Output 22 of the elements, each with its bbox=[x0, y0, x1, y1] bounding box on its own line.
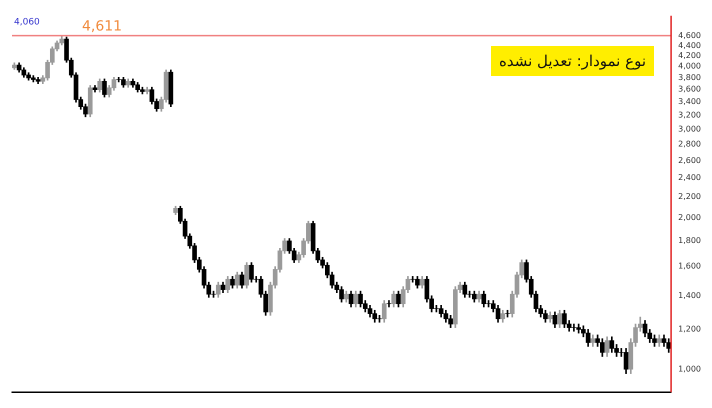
y-tick-label: 3,000 bbox=[678, 124, 702, 134]
y-tick-label: 1,800 bbox=[678, 236, 702, 246]
text: نوع نمودار: تعدیل نشده bbox=[490, 46, 654, 76]
y-tick-label: 2,600 bbox=[678, 156, 702, 165]
y-tick-label: 2,200 bbox=[678, 192, 702, 202]
ref-line-label: 4,611 bbox=[82, 18, 122, 34]
y-tick-label: 2,800 bbox=[678, 140, 702, 149]
y-tick-label: 3,800 bbox=[678, 72, 702, 82]
y-tick-label: 1,600 bbox=[678, 262, 702, 271]
y-tick-label: 4,000 bbox=[678, 62, 702, 71]
y-tick-label: 4,600 bbox=[678, 31, 702, 40]
y-tick-label: 2,400 bbox=[678, 173, 702, 182]
y-tick-label: 1,000 bbox=[678, 364, 702, 374]
annotation: 4,060 bbox=[14, 18, 40, 28]
y-tick-label: 2,000 bbox=[678, 213, 702, 222]
y-tick-label: 1,200 bbox=[678, 324, 702, 334]
y-tick-label: 3,600 bbox=[678, 84, 702, 94]
y-tick-label: 1,400 bbox=[678, 290, 702, 300]
y-tick-label: 3,200 bbox=[678, 110, 702, 120]
y-tick-label: 3,400 bbox=[678, 97, 702, 106]
y-tick-label: 4,400 bbox=[678, 40, 702, 50]
y-tick-label: 4,200 bbox=[678, 51, 702, 60]
